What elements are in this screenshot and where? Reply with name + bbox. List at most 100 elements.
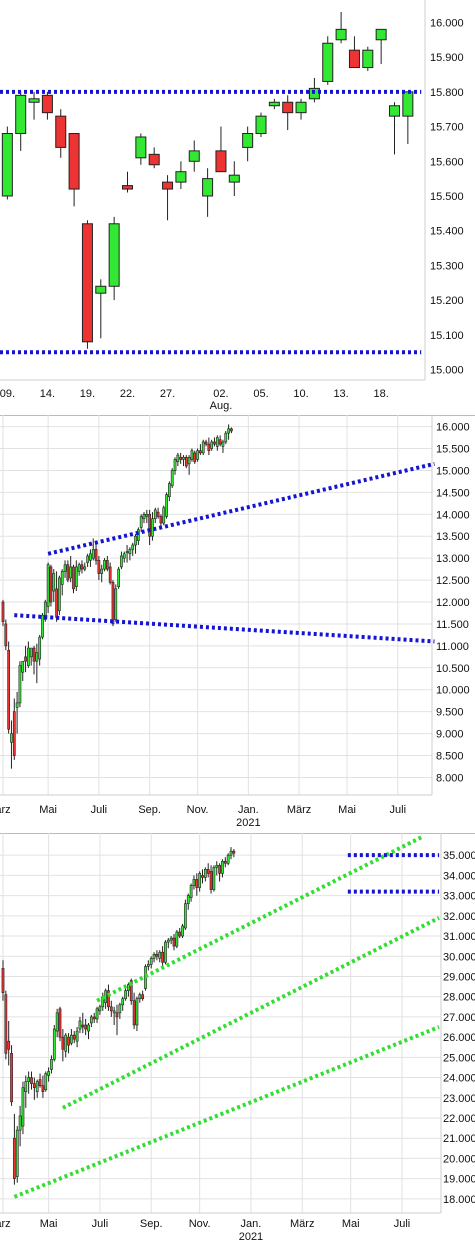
candle-body-down	[213, 441, 216, 445]
candle-body-up	[75, 1030, 79, 1042]
y-tick-label: 8.000	[436, 772, 464, 784]
candle-body-up	[124, 990, 127, 1000]
candle-body-up	[170, 470, 174, 487]
candle-body-up	[190, 450, 194, 460]
y-tick-label: 12.500	[436, 575, 470, 587]
candle-body-up	[21, 1087, 25, 1127]
x-tick-label: Juli	[92, 1218, 109, 1230]
candle-body-down	[218, 864, 221, 874]
candle-body-up	[375, 28, 387, 41]
candle-body-up	[135, 998, 139, 1026]
candle-body-down	[72, 566, 75, 590]
y-tick-label: 20.000	[443, 1153, 475, 1165]
candle-body-down	[204, 441, 208, 445]
candle-body-up	[15, 702, 19, 708]
candle-body-up	[60, 571, 64, 585]
candle-body-down	[223, 860, 227, 864]
candle-body-down	[1, 601, 5, 623]
candle-body-up	[164, 941, 167, 963]
y-tick-label: 15.600	[430, 156, 464, 168]
y-tick-label: 22.000	[443, 1113, 475, 1125]
x-sub-label: 2021	[236, 817, 260, 829]
candle-body-down	[13, 1137, 16, 1179]
candle-body-up	[388, 105, 401, 117]
trend-channel-line	[96, 835, 423, 1003]
candle-body-up	[86, 555, 89, 563]
candle-body-down	[80, 564, 84, 570]
x-tick-label: 27.	[160, 388, 175, 400]
candle-body-up	[203, 869, 207, 878]
x-tick-label: 13.	[333, 388, 348, 400]
x-tick-label: 02.	[213, 388, 228, 400]
x-tick-label: Juli	[390, 804, 407, 816]
y-tick-label: 35.000	[443, 850, 475, 862]
candle-body-down	[148, 153, 160, 166]
candle-body-up	[10, 733, 13, 743]
candle-body-up	[169, 937, 173, 941]
x-tick-label: März	[290, 1218, 314, 1230]
candle-body-up	[335, 28, 347, 41]
candle-body-up	[125, 551, 129, 553]
candle-body-up	[145, 513, 149, 517]
y-tick-label: 13.000	[436, 553, 470, 565]
candle-body-down	[84, 1024, 88, 1030]
candle-body-down	[4, 994, 8, 1054]
candle-body-down	[81, 1024, 85, 1028]
y-tick-label: 30.000	[443, 951, 475, 963]
candle-body-down	[41, 1085, 45, 1093]
candle-body-up	[18, 665, 22, 704]
candle-body-up	[175, 931, 179, 947]
candle-body-up	[55, 1012, 59, 1032]
candle-body-down	[129, 980, 133, 1002]
candle-body-up	[112, 1010, 116, 1014]
candle-body-up	[201, 441, 205, 454]
candle-body-up	[212, 867, 216, 890]
candle-body-up	[114, 588, 118, 620]
candle-body-up	[69, 566, 73, 579]
y-tick-label: 15.100	[430, 330, 464, 342]
candle-body-down	[107, 990, 110, 1008]
y-tick-label: 33.000	[443, 891, 475, 903]
y-tick-label: 23.000	[443, 1093, 475, 1105]
y-tick-label: 11.000	[436, 641, 469, 653]
candle-body-up	[226, 854, 230, 864]
candle-body-down	[92, 1016, 96, 1020]
candle-body-up	[35, 652, 39, 662]
y-tick-label: 16.000	[436, 422, 470, 434]
candle-body-up	[131, 544, 135, 550]
y-tick-label: 19.000	[443, 1174, 475, 1186]
y-tick-label: 10.500	[436, 663, 470, 675]
y-tick-label: 16.000	[430, 17, 464, 29]
candle-body-down	[61, 1036, 65, 1050]
x-tick-label: ärz	[0, 1218, 11, 1230]
x-tick-label: Jan.	[241, 1218, 262, 1230]
candle-body-up	[100, 568, 104, 574]
candle-body-down	[58, 1008, 62, 1038]
candle-body-down	[30, 1077, 33, 1084]
y-tick-label: 28.000	[443, 992, 475, 1004]
x-tick-label: Sep.	[140, 1218, 163, 1230]
candle-body-up	[176, 454, 180, 462]
candle-body-down	[24, 656, 27, 662]
x-tick-label: ärz	[0, 804, 11, 816]
y-tick-label: 27.000	[443, 1012, 475, 1024]
candle-body-up	[18, 1115, 22, 1131]
x-tick-label: März	[287, 804, 311, 816]
candle-body-up	[168, 483, 171, 498]
candle-body-down	[161, 951, 164, 963]
candle-body-up	[242, 133, 254, 148]
candle-body-up	[139, 516, 143, 528]
chart-panel-2: 8.000 8.500 9.000 9.500 10.000 10.500 11.000 11…	[0, 415, 475, 833]
candle-body-up	[70, 1034, 73, 1044]
candles-group	[1, 12, 414, 349]
y-tick-label: 31.000	[443, 931, 475, 943]
candle-body-down	[94, 549, 98, 561]
trend-channel-line	[47, 461, 435, 556]
candle-body-up	[108, 223, 120, 287]
candle-body-up	[95, 285, 107, 294]
candle-body-up	[89, 1016, 93, 1024]
x-tick-label: Juli	[394, 1218, 411, 1230]
x-tick-label: Sep.	[138, 804, 161, 816]
candlestick-chart-1: 15.000 15.100 15.200 15.300 15.400 15.500 15.6…	[0, 0, 464, 412]
candle-body-down	[7, 649, 10, 730]
